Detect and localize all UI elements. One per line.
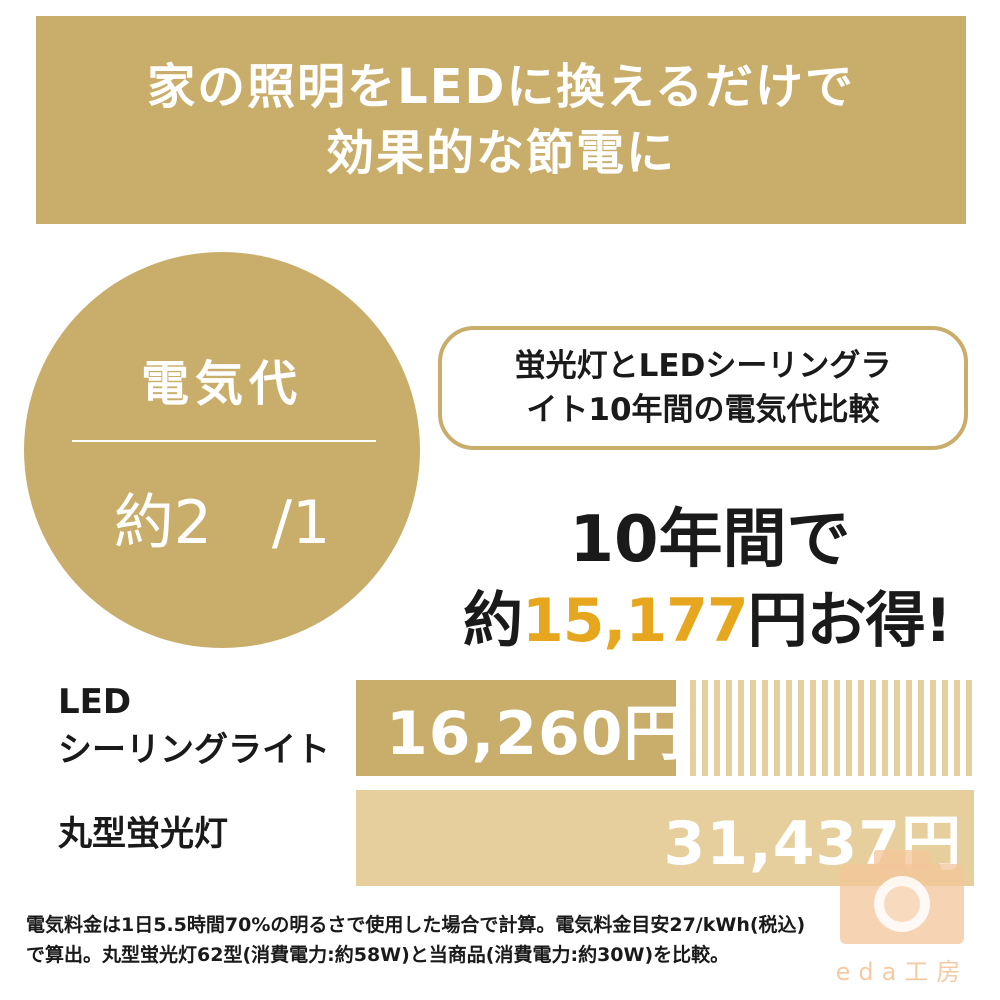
fluorescent-cost-bar: 31,437円 [356, 790, 974, 886]
led-cost-bar-stripe [870, 680, 876, 776]
savings-suffix: 円お得! [747, 586, 952, 656]
footnote-line2: で算出。丸型蛍光灯62型(消費電力:約58W)と当商品(消費電力:約30W)を比… [26, 944, 730, 966]
led-cost-bar-stripe [942, 680, 948, 776]
led-cost-bar-stripe [714, 680, 720, 776]
footnote-line1: 電気料金は1日5.5時間70%の明るさで使用した場合で計算。電気料金目安27/k… [26, 914, 806, 936]
led-cost-bar-stripe [966, 680, 972, 776]
led-cost-bar-stripe [702, 680, 708, 776]
led-cost-value: 16,260円 [386, 698, 685, 769]
header-title-line1: 家の照明をLEDに換えるだけで [147, 59, 855, 115]
watermark: eda工房 [832, 842, 972, 992]
led-label-line1: LED [58, 682, 132, 722]
led-cost-bar-stripe [930, 680, 936, 776]
led-cost-bar-stripe [750, 680, 756, 776]
fluorescent-label: 丸型蛍光灯 [58, 814, 228, 854]
led-cost-bar-stripes [690, 680, 972, 776]
camera-icon [840, 850, 964, 944]
led-cost-bar-stripe [774, 680, 780, 776]
led-cost-bar-stripe [882, 680, 888, 776]
fluorescent-row-label: 丸型蛍光灯 [58, 810, 228, 858]
led-cost-bar-stripe [810, 680, 816, 776]
led-cost-bar-stripe [954, 680, 960, 776]
comparison-caption-line2: イト10年間の電気代比較 [526, 392, 880, 428]
comparison-caption-line1: 蛍光灯とLEDシーリングラ [514, 348, 892, 384]
led-label-line2: シーリングライト [58, 730, 330, 770]
led-cost-bar-stripe [846, 680, 852, 776]
led-cost-bar-stripe [738, 680, 744, 776]
led-cost-bar-stripe [894, 680, 900, 776]
comparison-caption-box: 蛍光灯とLEDシーリングラ イト10年間の電気代比較 [438, 326, 968, 450]
cost-ratio-circle: 電気代 約2 /1 [24, 252, 420, 648]
circle-title: 電気代 [140, 356, 303, 412]
led-cost-bar-stripe [762, 680, 768, 776]
circle-divider [72, 440, 376, 442]
header-banner: 家の照明をLEDに換えるだけで 効果的な節電に [36, 16, 966, 224]
led-cost-bar-stripe [798, 680, 804, 776]
savings-amount-line: 約15,177円お得! [414, 572, 1000, 659]
footnote: 電気料金は1日5.5時間70%の明るさで使用した場合で計算。電気料金目安27/k… [26, 910, 976, 970]
led-cost-bar-stripe [834, 680, 840, 776]
led-cost-bar-stripe [822, 680, 828, 776]
circle-ratio: 約2 /1 [113, 488, 331, 558]
led-row-label: LED シーリングライト [58, 678, 330, 774]
savings-prefix: 約 [463, 586, 523, 656]
savings-amount: 15,177 [522, 586, 749, 656]
led-cost-bar-stripe [726, 680, 732, 776]
header-title-line2: 効果的な節電に [325, 125, 676, 181]
led-cost-bar-stripe [786, 680, 792, 776]
watermark-text: eda工房 [835, 958, 969, 986]
led-cost-bar-fill [356, 680, 676, 776]
savings-headline: 10年間で [569, 503, 851, 577]
led-cost-bar-stripe [906, 680, 912, 776]
led-cost-bar-stripe [918, 680, 924, 776]
led-cost-bar-stripe [690, 680, 696, 776]
led-cost-bar: 16,260円 [356, 680, 974, 776]
led-cost-bar-stripe [858, 680, 864, 776]
